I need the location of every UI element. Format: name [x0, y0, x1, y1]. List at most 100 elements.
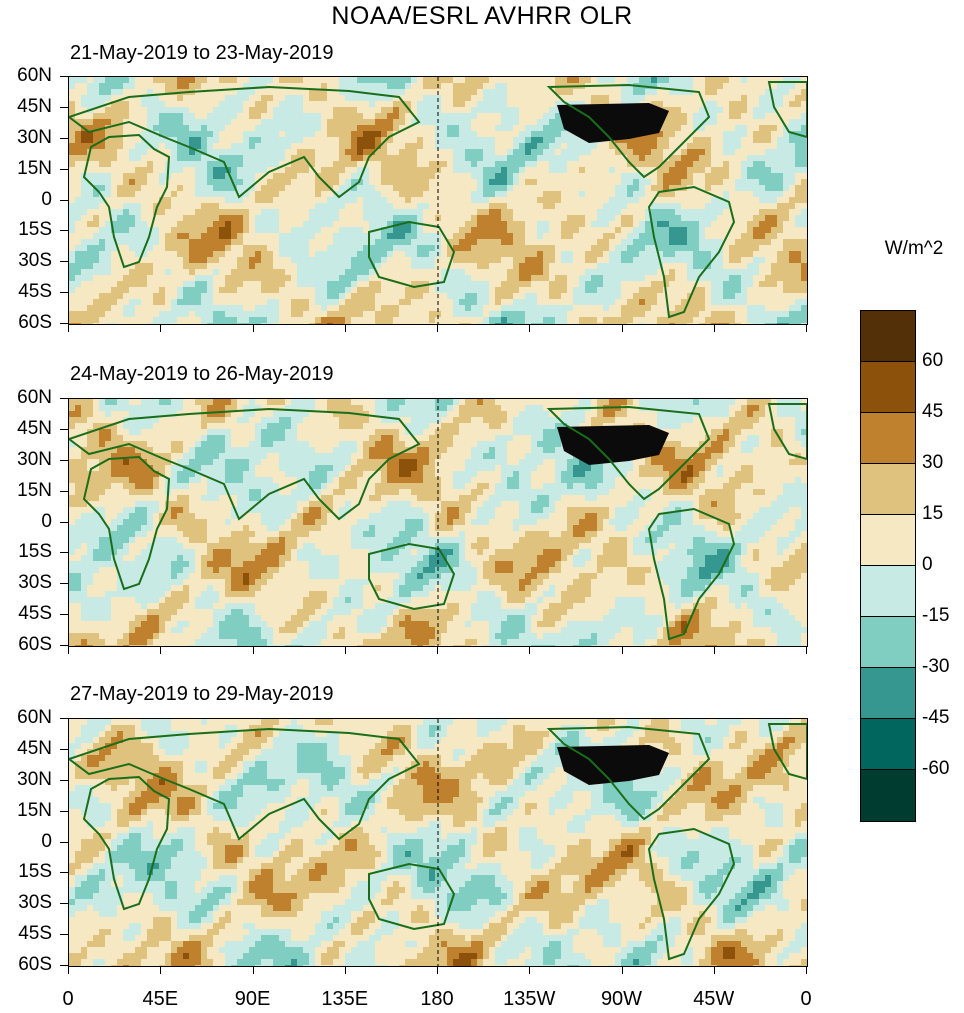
lat-tick: [60, 490, 68, 492]
missing-data-region: [557, 745, 669, 785]
coastline: [546, 725, 711, 821]
lat-tick-label: 0: [41, 830, 52, 852]
lon-tick-label: 45W: [693, 988, 735, 1010]
coastline: [69, 407, 421, 521]
lon-tick: [252, 325, 254, 332]
lon-tick: [713, 647, 715, 654]
lon-tick-label: 180: [420, 988, 454, 1010]
lat-tick: [60, 748, 68, 750]
lat-tick: [60, 168, 68, 170]
lat-tick-label: 45N: [17, 95, 52, 117]
lat-tick-label: 15N: [17, 799, 52, 821]
lat-tick-label: 45N: [17, 737, 52, 759]
coastline: [767, 81, 807, 139]
lon-tick: [160, 647, 162, 654]
lat-tick-label: 60N: [17, 707, 52, 728]
lon-tick: [68, 967, 69, 974]
colorbar-label: 15: [922, 503, 944, 524]
panel-1-title: 21-May-2019 to 23-May-2019: [70, 42, 334, 64]
colorbar-units: W/m^2: [884, 238, 944, 259]
coastline: [368, 862, 456, 931]
coastline: [368, 542, 456, 611]
lon-tick: [437, 325, 438, 332]
lat-tick-label: 0: [41, 510, 52, 532]
lon-tick: [621, 325, 623, 332]
coastline: [69, 85, 421, 199]
lat-tick: [60, 261, 68, 263]
lon-tick: [806, 967, 807, 974]
lon-tick: [344, 967, 346, 974]
lon-tick: [344, 647, 346, 654]
panel-3-title: 27-May-2019 to 29-May-2019: [70, 683, 334, 705]
colorbar: [860, 310, 916, 822]
lat-tick-label: 45S: [18, 603, 52, 625]
lat-tick: [60, 459, 68, 461]
lat-tick-label: 45S: [18, 281, 52, 303]
lat-tick: [60, 323, 68, 324]
colorbar-label: -60: [922, 758, 950, 779]
lon-tick: [252, 647, 254, 654]
lat-tick: [60, 76, 68, 77]
coastline: [368, 220, 456, 289]
lat-tick: [60, 521, 68, 523]
lat-tick-label: 30N: [17, 126, 52, 148]
lat-tick-label: 60S: [18, 634, 52, 655]
panel-2-map: [68, 398, 808, 647]
coastline: [767, 723, 807, 781]
lon-tick: [252, 967, 254, 974]
colorbar-box: [861, 770, 915, 821]
colorbar-box: [861, 413, 915, 464]
colorbar-box: [861, 515, 915, 566]
lat-tick-label: 30N: [17, 768, 52, 790]
colorbar-box: [861, 362, 915, 413]
coastline: [69, 727, 421, 841]
lat-tick: [60, 552, 68, 554]
colorbar-box: [861, 668, 915, 719]
colorbar-label: -15: [922, 605, 950, 626]
coastline: [82, 775, 171, 911]
coastline: [767, 403, 807, 461]
lat-tick-label: 15S: [18, 219, 52, 241]
lon-tick: [621, 647, 623, 654]
chart-title: NOAA/ESRL AVHRR OLR: [331, 2, 633, 30]
lon-tick-label: 135W: [503, 988, 556, 1010]
lon-tick: [806, 647, 807, 654]
colorbar-label: 60: [922, 350, 944, 371]
colorbar-label: -45: [922, 707, 950, 728]
lon-tick-label: 0: [62, 988, 74, 1010]
lat-tick: [60, 841, 68, 843]
lon-tick: [437, 647, 438, 654]
lon-tick: [713, 967, 715, 974]
lat-tick-label: 60N: [17, 65, 52, 86]
lon-tick-label: 45E: [142, 988, 179, 1010]
lon-tick-label: 0: [800, 988, 812, 1010]
colorbar-label: 0: [922, 554, 933, 575]
lat-tick-label: 45S: [18, 923, 52, 945]
lat-tick: [60, 903, 68, 905]
colorbar-label: 30: [922, 452, 944, 473]
panel-1-map: [68, 76, 808, 325]
missing-data-region: [557, 425, 669, 465]
panel-3-map: [68, 718, 808, 967]
lat-tick: [60, 106, 68, 108]
lat-tick: [60, 292, 68, 294]
lat-tick-label: 30S: [18, 250, 52, 272]
lon-tick: [806, 325, 807, 332]
lat-tick: [60, 614, 68, 616]
lat-tick: [60, 583, 68, 585]
colorbar-label: 45: [922, 401, 944, 422]
lat-tick-label: 15N: [17, 157, 52, 179]
coastline: [647, 185, 736, 319]
lat-tick: [60, 398, 68, 399]
lat-tick-label: 30S: [18, 572, 52, 594]
lon-tick-label: 135E: [321, 988, 369, 1010]
lat-tick: [60, 137, 68, 139]
lat-tick-label: 0: [41, 188, 52, 210]
colorbar-box: [861, 617, 915, 668]
lat-tick-label: 60N: [17, 387, 52, 408]
lon-tick: [160, 325, 162, 332]
coastline: [647, 827, 736, 961]
coastline: [647, 507, 736, 641]
lon-tick: [437, 967, 438, 974]
lon-tick: [621, 967, 623, 974]
